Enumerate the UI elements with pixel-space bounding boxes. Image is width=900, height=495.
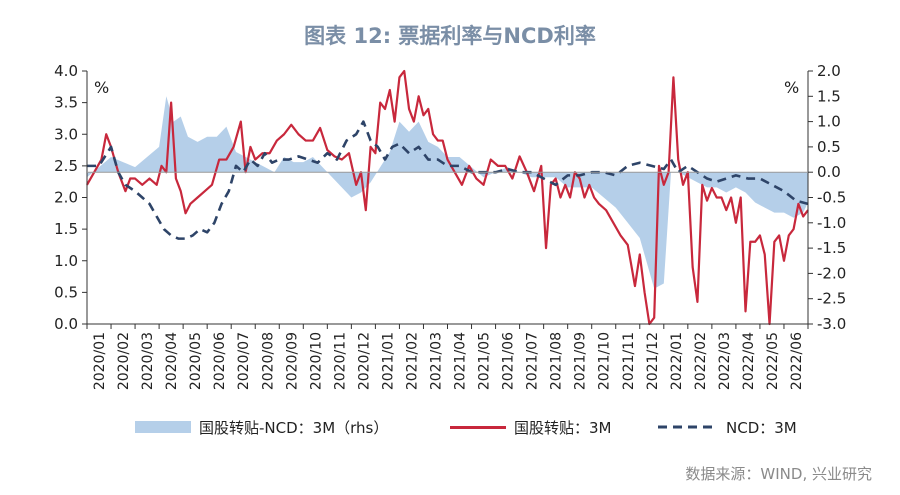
legend-swatch-bill bbox=[450, 425, 506, 429]
x-tick-label: 2022/04 bbox=[741, 332, 757, 390]
x-tick-label: 2020/11 bbox=[332, 332, 348, 390]
x-tick-label: 2020/01 bbox=[92, 332, 108, 390]
x-tick-label: 2021/05 bbox=[477, 332, 493, 390]
x-tick-label: 2022/05 bbox=[765, 332, 781, 390]
legend-label-spread: 国股转贴-NCD：3M（rhs） bbox=[199, 418, 389, 437]
right-tick-label: 2.0 bbox=[817, 62, 841, 80]
x-tick-label: 2021/03 bbox=[428, 332, 444, 390]
x-tick-label: 2021/10 bbox=[597, 332, 613, 390]
x-tick-label: 2020/10 bbox=[308, 332, 324, 390]
right-tick-label: -3.0 bbox=[817, 315, 846, 333]
legend-label-bill: 国股转贴：3M bbox=[514, 418, 612, 437]
chart-title: 图表 12: 票据利率与NCD利率 bbox=[304, 24, 596, 48]
x-tick-label: 2022/01 bbox=[669, 332, 685, 390]
series-area-spread bbox=[87, 96, 808, 289]
x-tick-label: 2021/01 bbox=[380, 332, 396, 390]
left-tick-label: 3.5 bbox=[54, 94, 78, 112]
right-tick-label: -2.5 bbox=[817, 290, 846, 308]
x-tick-label: 2020/05 bbox=[188, 332, 204, 390]
x-tick-label: 2021/07 bbox=[525, 332, 541, 390]
legend-item-bill: 国股转贴：3M bbox=[450, 414, 612, 440]
left-tick-label: 4.0 bbox=[54, 62, 78, 80]
legend: 国股转贴-NCD：3M（rhs） 国股转贴：3M NCD：3M bbox=[0, 414, 900, 440]
x-tick-label: 2020/03 bbox=[140, 332, 156, 390]
left-axis-unit: % bbox=[94, 78, 109, 97]
line-layer bbox=[86, 69, 809, 326]
right-tick-label: -1.0 bbox=[817, 214, 846, 232]
left-tick-label: 0.0 bbox=[54, 315, 78, 333]
left-tick-label: 0.5 bbox=[54, 283, 78, 301]
source-note: 数据来源：WIND, 兴业研究 bbox=[685, 465, 872, 483]
chart-plot: 0.0 0.5 1.0 1.5 2.0 2.5 3.0 3.5 4.0 -3.0 -2.5 -2.0 -… bbox=[54, 62, 846, 390]
x-tick-label: 2022/06 bbox=[789, 332, 805, 390]
legend-swatch-ncd bbox=[658, 425, 718, 429]
x-tick-label: 2021/11 bbox=[621, 332, 637, 390]
right-axis-unit: % bbox=[784, 78, 799, 97]
right-tick-label: 1.0 bbox=[817, 113, 841, 131]
x-tick-label: 2020/06 bbox=[212, 332, 228, 390]
x-tick-label: 2020/07 bbox=[236, 332, 252, 390]
x-tick-label: 2021/04 bbox=[453, 332, 469, 390]
right-tick-label: -0.5 bbox=[817, 189, 846, 207]
left-tick-label: 1.5 bbox=[54, 220, 78, 238]
x-tick-label: 2021/08 bbox=[549, 332, 565, 390]
x-tick-label: 2021/02 bbox=[404, 332, 420, 390]
series-line-ncd bbox=[87, 120, 809, 240]
series-line-bill bbox=[86, 69, 809, 326]
x-tick-label: 2021/12 bbox=[645, 332, 661, 390]
x-tick-label: 2020/12 bbox=[356, 332, 372, 390]
x-tick-label: 2020/09 bbox=[284, 332, 300, 390]
right-tick-label: 0.0 bbox=[817, 163, 841, 181]
right-tick-label: -1.5 bbox=[817, 239, 846, 257]
x-tick-label: 2020/08 bbox=[260, 332, 276, 390]
legend-item-spread: 国股转贴-NCD：3M（rhs） bbox=[135, 414, 388, 440]
spread-area-layer bbox=[87, 96, 808, 289]
legend-swatch-spread bbox=[135, 421, 191, 433]
left-tick-label: 2.5 bbox=[54, 157, 78, 175]
left-tick-label: 3.0 bbox=[54, 125, 78, 143]
x-tick-label: 2020/04 bbox=[164, 332, 180, 390]
left-tick-label: 1.0 bbox=[54, 252, 78, 270]
x-tick-label: 2021/09 bbox=[573, 332, 589, 390]
legend-item-ncd: NCD：3M bbox=[658, 414, 797, 440]
legend-label-ncd: NCD：3M bbox=[726, 418, 797, 437]
right-tick-label: -2.0 bbox=[817, 264, 846, 282]
x-tick-label: 2022/02 bbox=[693, 332, 709, 390]
right-tick-label: 1.5 bbox=[817, 87, 841, 105]
x-tick-label: 2021/06 bbox=[501, 332, 517, 390]
x-tick-label: 2022/03 bbox=[717, 332, 733, 390]
right-tick-label: 0.5 bbox=[817, 138, 841, 156]
left-tick-label: 2.0 bbox=[54, 189, 78, 207]
x-tick-label: 2020/02 bbox=[116, 332, 132, 390]
axis-layer: 0.0 0.5 1.0 1.5 2.0 2.5 3.0 3.5 4.0 -3.0 -2.5 -2.0 -… bbox=[54, 62, 846, 390]
